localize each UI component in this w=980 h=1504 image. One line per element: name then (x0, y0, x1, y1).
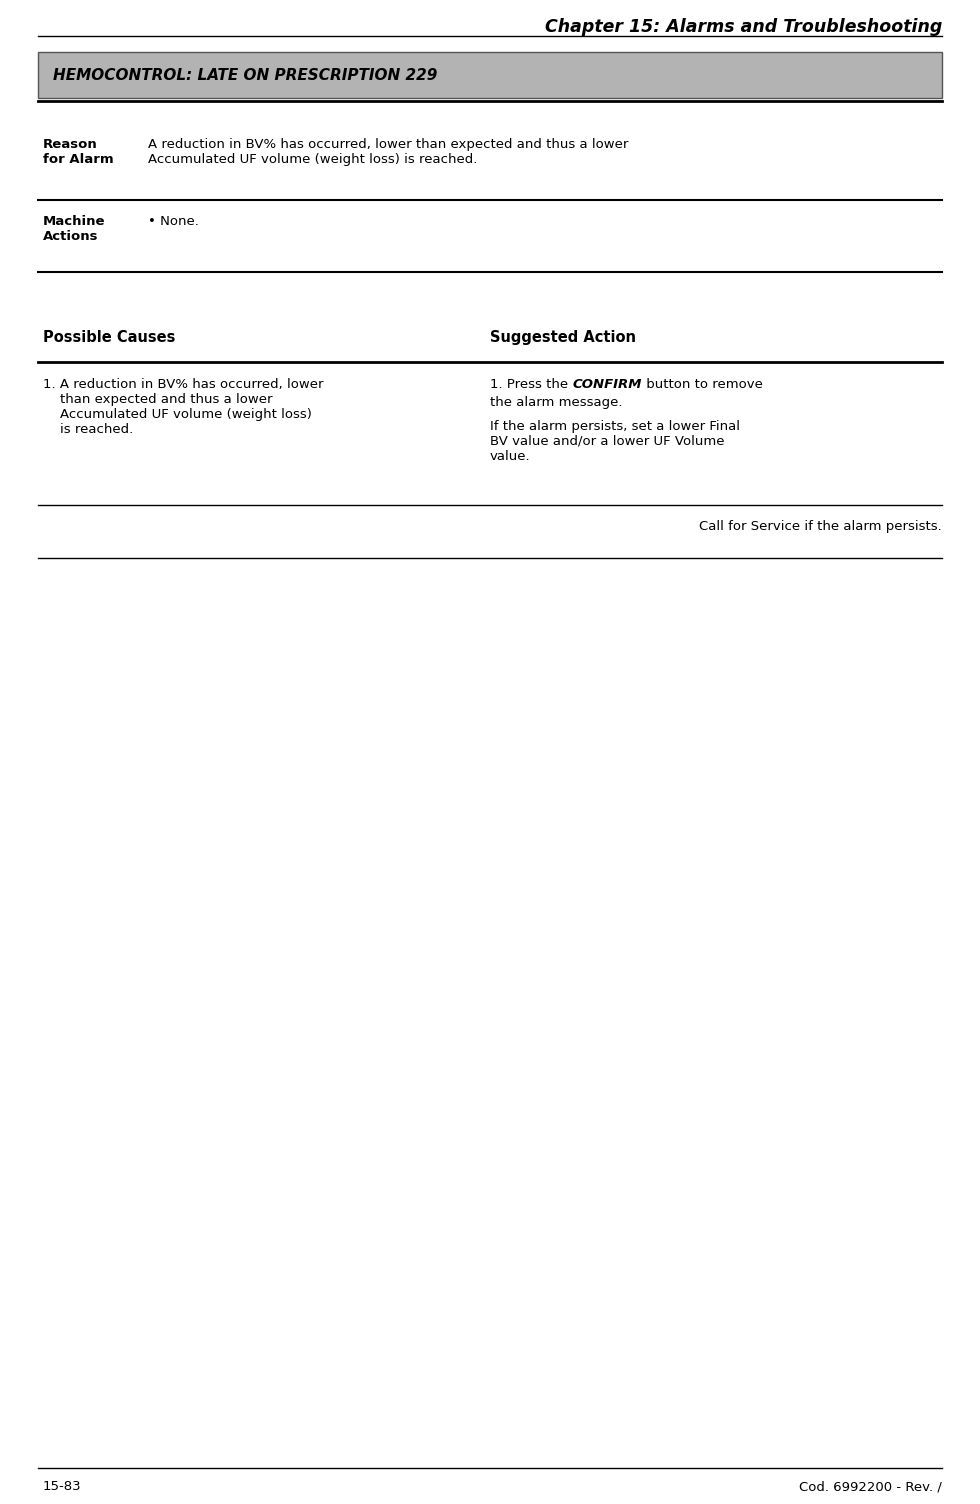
Text: • None.: • None. (148, 215, 199, 229)
Text: CONFIRM: CONFIRM (572, 378, 642, 391)
Text: button to remove: button to remove (642, 378, 762, 391)
Bar (38, 53, 942, 98)
Text: A reduction in BV% has occurred, lower than expected and thus a lower
Accumulate: A reduction in BV% has occurred, lower t… (148, 138, 628, 165)
Text: 1. A reduction in BV% has occurred, lower
    than expected and thus a lower
   : 1. A reduction in BV% has occurred, lowe… (43, 378, 323, 436)
Text: Possible Causes: Possible Causes (43, 329, 175, 344)
Text: the alarm message.: the alarm message. (490, 396, 622, 409)
Text: Machine
Actions: Machine Actions (43, 215, 106, 244)
Text: Suggested Action: Suggested Action (490, 329, 636, 344)
Text: 1. Press the: 1. Press the (490, 378, 572, 391)
Text: Reason
for Alarm: Reason for Alarm (43, 138, 114, 165)
Text: Call for Service if the alarm persists.: Call for Service if the alarm persists. (700, 520, 942, 532)
Text: 15-83: 15-83 (43, 1480, 81, 1493)
Text: Chapter 15: Alarms and Troubleshooting: Chapter 15: Alarms and Troubleshooting (545, 18, 942, 36)
Text: HEMOCONTROL: LATE ON PRESCRIPTION 229: HEMOCONTROL: LATE ON PRESCRIPTION 229 (53, 68, 437, 83)
Text: Cod. 6992200 - Rev. /: Cod. 6992200 - Rev. / (799, 1480, 942, 1493)
Text: If the alarm persists, set a lower Final
BV value and/or a lower UF Volume
value: If the alarm persists, set a lower Final… (490, 420, 740, 463)
